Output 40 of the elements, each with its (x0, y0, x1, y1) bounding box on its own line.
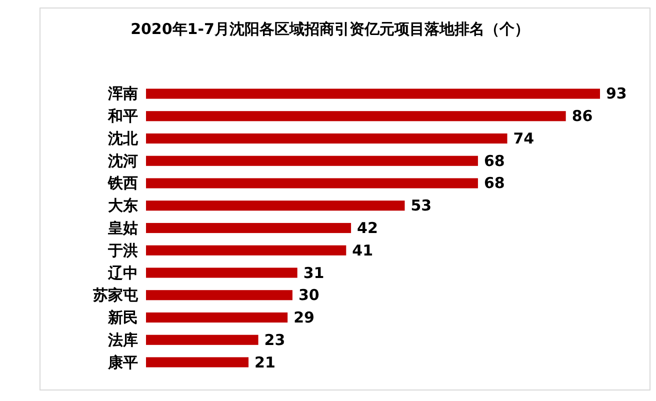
data-label: 68 (484, 152, 505, 170)
bar (146, 268, 298, 278)
bar (146, 357, 249, 368)
bar (146, 88, 600, 99)
bar (146, 200, 405, 211)
chart-title: 2020年1-7月沈阳各区域招商引资亿元项目落地排名（个） (130, 20, 530, 38)
y-tick-label: 于洪 (107, 241, 138, 260)
data-label: 42 (357, 219, 378, 237)
data-label: 21 (254, 353, 276, 372)
bar (146, 111, 566, 122)
data-label: 29 (294, 308, 314, 326)
bar (146, 178, 478, 188)
y-tick-label: 法库 (107, 330, 138, 349)
data-label: 86 (572, 107, 593, 126)
data-label: 53 (410, 196, 432, 215)
y-tick-label: 沈河 (107, 152, 138, 170)
data-label: 31 (303, 264, 324, 282)
data-label: 93 (606, 84, 627, 103)
y-tick-label: 康平 (107, 353, 138, 372)
bar (146, 312, 288, 323)
bar (146, 334, 258, 345)
y-tick-label: 浑南 (107, 84, 138, 103)
bar (146, 290, 292, 300)
data-label: 23 (264, 330, 286, 349)
bar (146, 222, 352, 234)
y-tick-label: 辽中 (107, 264, 138, 282)
y-tick-label: 大东 (108, 196, 138, 215)
data-label: 74 (513, 130, 534, 148)
data-label: 68 (484, 174, 505, 192)
bar (146, 133, 508, 144)
bar (146, 245, 346, 256)
bar (146, 156, 478, 166)
y-tick-label: 苏家屯 (92, 286, 139, 304)
y-tick-label: 新民 (107, 308, 138, 326)
data-label: 41 (352, 241, 374, 260)
y-tick-label: 铁西 (107, 174, 138, 192)
data-label: 30 (298, 286, 320, 304)
y-tick-label: 皇姑 (107, 219, 138, 237)
y-tick-label: 和平 (107, 107, 138, 126)
y-tick-label: 沈北 (107, 130, 139, 148)
